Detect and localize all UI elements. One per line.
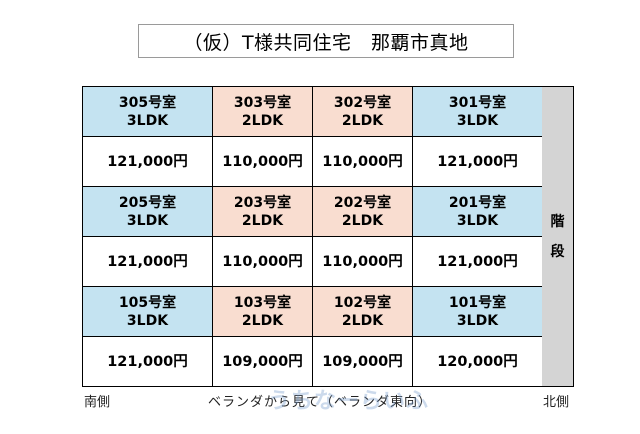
rent-cell-202: 110,000円 [313, 237, 413, 287]
rent-cell-305: 121,000円 [83, 137, 213, 187]
room-layout: 3LDK [456, 212, 499, 229]
room-cell-302: 302号室 2LDK [313, 87, 413, 137]
rent-cell-101: 120,000円 [413, 337, 543, 387]
room-cell-202: 202号室 2LDK [313, 187, 413, 237]
room-layout: 2LDK [241, 312, 284, 329]
stairs-label-1: 階 [550, 213, 565, 230]
rent-cell-301: 121,000円 [413, 137, 543, 187]
room-number: 303号室 [233, 94, 292, 111]
rent-cell-201: 121,000円 [413, 237, 543, 287]
room-cell-101: 101号室 3LDK [413, 287, 543, 337]
rent-cell-103: 109,000円 [213, 337, 313, 387]
room-cell-301: 301号室 3LDK [413, 87, 543, 137]
room-cell-203: 203号室 2LDK [213, 187, 313, 237]
room-cell-303: 303号室 2LDK [213, 87, 313, 137]
room-layout: 3LDK [126, 112, 169, 129]
stairs-column: 階 段 [542, 86, 574, 387]
room-layout: 2LDK [241, 212, 284, 229]
room-layout: 3LDK [456, 112, 499, 129]
room-cell-103: 103号室 2LDK [213, 287, 313, 337]
rent-cell-302: 110,000円 [313, 137, 413, 187]
stairs-label-2: 段 [550, 243, 565, 260]
room-number: 101号室 [448, 294, 507, 311]
room-number: 102号室 [333, 294, 392, 311]
rent-cell-205: 121,000円 [83, 237, 213, 287]
room-cell-105: 105号室 3LDK [83, 287, 213, 337]
room-cell-305: 305号室 3LDK [83, 87, 213, 137]
room-layout: 2LDK [341, 212, 384, 229]
room-number: 203号室 [233, 194, 292, 211]
room-number: 305号室 [118, 94, 177, 111]
room-cell-102: 102号室 2LDK [313, 287, 413, 337]
rent-cell-105: 121,000円 [83, 337, 213, 387]
north-side-label: 北側 [543, 395, 570, 410]
room-layout: 3LDK [126, 212, 169, 229]
room-layout: 3LDK [126, 312, 169, 329]
room-number: 105号室 [118, 294, 177, 311]
rent-cell-303: 110,000円 [213, 137, 313, 187]
page-title: （仮）T様共同住宅 那覇市真地 [138, 24, 514, 58]
room-layout: 2LDK [241, 112, 284, 129]
room-layout: 2LDK [341, 312, 384, 329]
veranda-direction-label: ベランダから見て（ベランダ東向） [207, 395, 432, 410]
room-cell-201: 201号室 3LDK [413, 187, 543, 237]
rent-cell-102: 109,000円 [313, 337, 413, 387]
room-number: 301号室 [448, 94, 507, 111]
room-number: 205号室 [118, 194, 177, 211]
room-layout: 2LDK [341, 112, 384, 129]
south-side-label: 南側 [84, 395, 111, 410]
room-number: 103号室 [233, 294, 292, 311]
room-layout: 3LDK [456, 312, 499, 329]
floor-plan-grid: 305号室 3LDK 303号室 2LDK 302号室 2LDK 301号室 3… [82, 86, 543, 387]
room-cell-205: 205号室 3LDK [83, 187, 213, 237]
room-number: 202号室 [333, 194, 392, 211]
room-number: 302号室 [333, 94, 392, 111]
room-number: 201号室 [448, 194, 507, 211]
rent-cell-203: 110,000円 [213, 237, 313, 287]
